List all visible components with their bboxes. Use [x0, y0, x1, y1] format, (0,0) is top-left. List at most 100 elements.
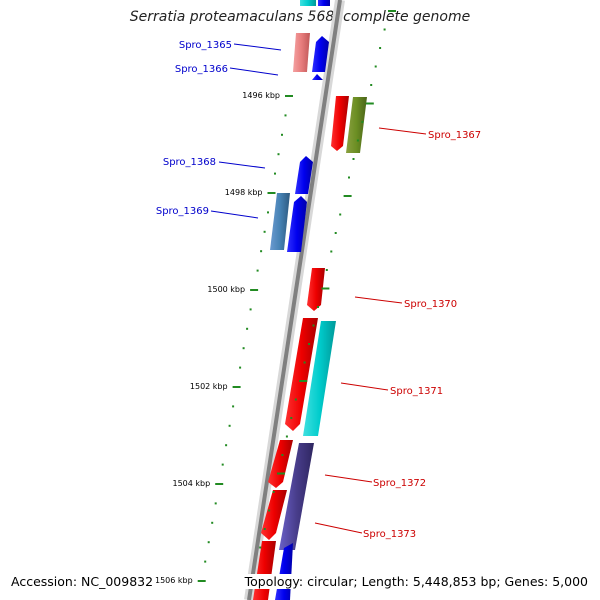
tick-mark	[370, 84, 373, 86]
tick-mark	[259, 546, 262, 549]
leader-spro-1368	[218, 161, 266, 169]
tick-mark	[308, 343, 311, 345]
genome-summary: Topology: circular; Length: 5,448,853 bp…	[242, 574, 590, 589]
gene-spro-1369-a	[270, 193, 290, 250]
major-tick	[215, 483, 224, 485]
tick-mark	[260, 250, 263, 253]
tick-mark	[330, 250, 333, 253]
tick-mark	[211, 521, 214, 524]
tick-mark	[228, 424, 231, 427]
accession-text: Accession: NC_009832	[9, 574, 156, 589]
tick-mark	[356, 139, 359, 142]
tick-mark	[379, 47, 382, 49]
tick-mark	[272, 491, 275, 493]
gene-spro-1372-b	[279, 443, 314, 550]
gene-spro-1367-a	[331, 96, 349, 151]
major-tick	[232, 386, 241, 388]
scale-label: 1506 kbp	[155, 576, 193, 585]
tick-mark	[204, 560, 207, 563]
label-spro-1369: Spro_1369	[156, 206, 209, 217]
gene-spro-1368	[295, 156, 313, 194]
tick-mark	[285, 435, 288, 438]
leader-spro-1370	[354, 296, 403, 304]
gene-spro-1367-b	[346, 97, 367, 153]
tick-mark	[263, 528, 266, 530]
tick-mark	[232, 405, 235, 408]
tick-mark	[246, 327, 249, 330]
gene-spro-1371-b	[303, 321, 336, 436]
tick-mark	[277, 153, 280, 156]
tick-mark	[365, 102, 374, 105]
backbone	[247, 0, 342, 600]
tick-mark	[274, 172, 276, 175]
tick-mark	[383, 28, 386, 31]
tick-mark	[334, 232, 337, 234]
scale-ticks	[197, 10, 396, 582]
major-tick	[197, 580, 206, 582]
scale-label: 1500 kbp	[207, 285, 245, 294]
label-spro-1370: Spro_1370	[404, 299, 457, 310]
tick-mark	[303, 361, 306, 364]
tick-mark	[214, 502, 217, 505]
tick-mark	[242, 347, 245, 350]
tick-mark	[249, 308, 252, 311]
major-tick	[285, 95, 293, 97]
tick-mark	[374, 65, 377, 68]
tick-mark	[256, 269, 259, 272]
tick-mark	[284, 114, 287, 117]
tick-mark	[321, 287, 330, 290]
label-spro-1365: Spro_1365	[179, 40, 232, 51]
tick-mark	[317, 306, 319, 308]
leader-spro-1371	[340, 382, 389, 391]
tick-mark	[299, 380, 308, 382]
gene-spro-1366	[312, 74, 323, 80]
scale-labels: 1496 kbp 1498 kbp 1500 kbp 1502 kbp 1504 kbp…	[155, 91, 280, 585]
tick-mark	[339, 213, 342, 216]
gene-spro-1370	[307, 268, 325, 311]
scale-label: 1496 kbp	[242, 91, 280, 100]
gene-bottom-blue	[275, 543, 293, 600]
label-spro-1373: Spro_1373	[363, 529, 416, 540]
tick-mark	[352, 158, 355, 160]
tick-mark	[207, 541, 210, 544]
gene-spro-1373	[261, 490, 287, 540]
gene-spro-1371-a	[285, 318, 318, 431]
gene-spro-1365	[293, 33, 310, 72]
tick-mark	[263, 230, 266, 233]
label-spro-1372: Spro_1372	[373, 478, 426, 489]
tick-mark	[348, 176, 350, 179]
tick-mark	[225, 444, 228, 447]
tick-mark	[239, 366, 242, 369]
leader-spro-1367	[378, 127, 427, 135]
scale-label: 1498 kbp	[225, 188, 263, 197]
tick-mark	[290, 417, 293, 419]
tick-mark	[325, 269, 328, 271]
gene-spro-1365b	[312, 36, 329, 72]
tick-mark	[343, 195, 352, 197]
tick-mark	[312, 324, 315, 327]
leader-spro-1369	[210, 210, 259, 219]
tick-mark	[281, 454, 284, 456]
leader-spro-1372	[324, 474, 373, 483]
tick-mark	[388, 10, 396, 12]
gene-partial-top-cyan	[300, 0, 316, 6]
leader-spro-1365	[233, 43, 282, 51]
major-tick	[250, 289, 259, 291]
label-spro-1371: Spro_1371	[390, 386, 443, 397]
tick-mark	[294, 398, 297, 401]
leader-spro-1373	[314, 522, 363, 534]
label-spro-1368: Spro_1368	[163, 157, 216, 168]
scale-label: 1504 kbp	[172, 479, 210, 488]
tick-mark	[221, 463, 224, 466]
tick-mark	[361, 121, 364, 123]
tick-mark	[277, 472, 285, 475]
gene-spro-1372-a	[268, 440, 293, 488]
tick-mark	[268, 509, 271, 512]
label-spro-1366: Spro_1366	[175, 64, 228, 75]
scale-label: 1502 kbp	[190, 382, 228, 391]
label-spro-1367: Spro_1367	[428, 130, 481, 141]
tick-mark	[281, 133, 283, 136]
major-tick	[267, 192, 276, 194]
gene-partial-top-blue	[318, 0, 330, 6]
